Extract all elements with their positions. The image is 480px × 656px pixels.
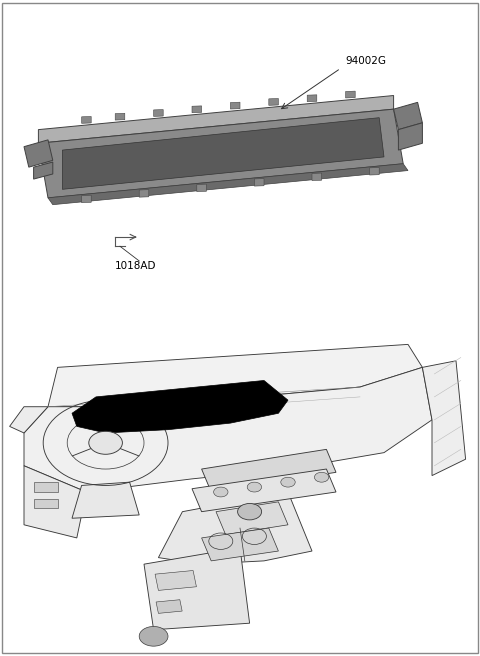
Polygon shape [10,407,48,433]
Polygon shape [82,195,91,203]
Polygon shape [422,361,466,476]
Polygon shape [346,91,355,98]
Polygon shape [398,123,422,150]
Bar [34,482,58,492]
Polygon shape [38,109,403,198]
Circle shape [281,478,295,487]
Polygon shape [139,190,149,197]
Polygon shape [24,367,432,492]
Polygon shape [312,173,322,180]
Polygon shape [394,102,422,130]
Circle shape [89,432,122,454]
Bar [155,571,196,590]
Circle shape [139,626,168,646]
Polygon shape [192,469,336,512]
Polygon shape [24,466,86,538]
Polygon shape [38,96,394,143]
Polygon shape [216,502,288,535]
Polygon shape [202,528,278,561]
Circle shape [247,482,262,492]
Polygon shape [82,117,91,123]
Polygon shape [154,110,163,116]
Polygon shape [158,492,312,564]
Bar [34,499,58,508]
Circle shape [314,472,329,482]
Polygon shape [202,449,336,492]
Polygon shape [269,98,278,106]
Polygon shape [115,113,125,120]
Polygon shape [230,102,240,109]
Text: 1018AD: 1018AD [115,261,156,271]
Polygon shape [370,167,379,175]
Circle shape [238,504,262,520]
Polygon shape [192,106,202,113]
Polygon shape [197,184,206,192]
Circle shape [214,487,228,497]
Polygon shape [254,178,264,186]
Polygon shape [48,164,408,205]
Bar [156,600,182,613]
Polygon shape [72,482,139,518]
Polygon shape [34,162,53,179]
Polygon shape [62,117,384,190]
Polygon shape [144,548,250,630]
Polygon shape [24,140,53,167]
Polygon shape [72,380,288,433]
Text: 94002G: 94002G [346,56,386,66]
Polygon shape [307,95,317,102]
Polygon shape [48,344,422,407]
